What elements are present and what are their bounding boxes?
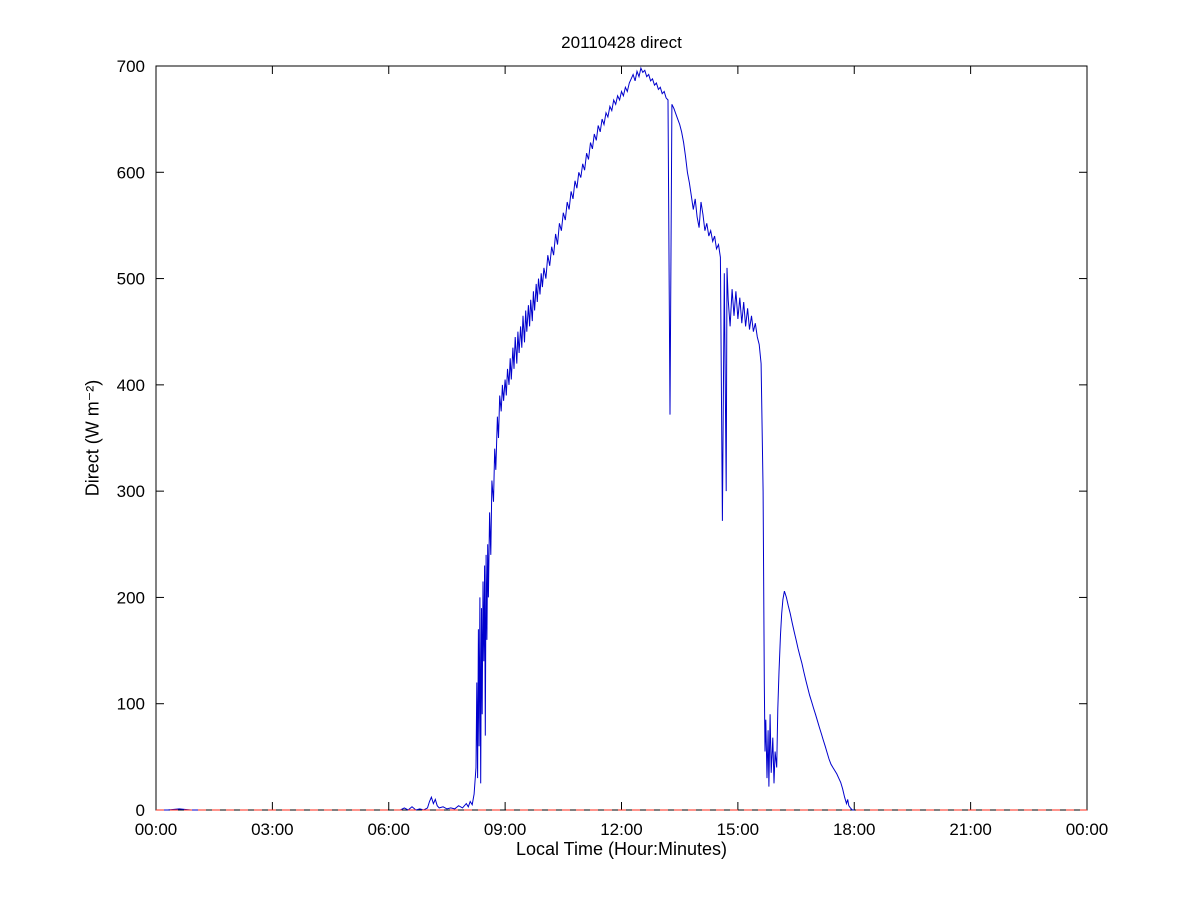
y-tick-label: 500 [117,270,145,289]
chart-title: 20110428 direct [561,33,682,52]
axes-box [155,65,1088,811]
x-tick-label: 09:00 [484,820,527,839]
y-tick-label: 600 [117,163,145,182]
y-tick-label: 0 [136,801,145,820]
x-axis-label: Local Time (Hour:Minutes) [515,839,728,859]
y-tick-label: 700 [117,57,145,76]
x-tick-label: 00:00 [1066,820,1109,839]
x-tick-label: 18:00 [833,820,876,839]
y-tick-label: 100 [117,695,145,714]
y-tick-label: 300 [117,482,145,501]
x-tick-label: 21:00 [949,820,992,839]
x-tick-label: 03:00 [251,820,294,839]
x-tick-label: 12:00 [600,820,643,839]
x-tick-label: 15:00 [717,820,760,839]
x-tick-label: 00:00 [135,820,178,839]
y-tick-label: 400 [117,376,145,395]
y-tick-label: 200 [117,588,145,607]
y-axis-label: Direct (W m⁻²) [82,379,103,497]
x-tick-label: 06:00 [367,820,410,839]
